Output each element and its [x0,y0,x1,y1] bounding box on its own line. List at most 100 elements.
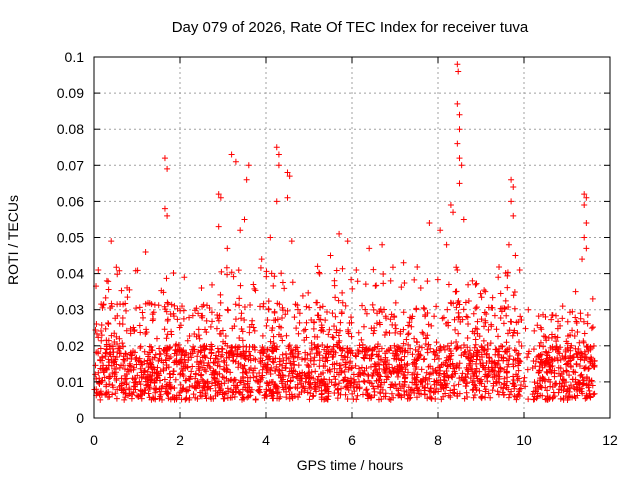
data-point [225,307,232,314]
data-point [201,346,208,353]
data-point [420,356,427,363]
data-point [118,362,125,369]
data-point [455,330,462,337]
data-point [330,343,337,350]
data-point [417,378,424,385]
data-point [462,348,469,355]
data-point [373,320,380,327]
data-point [303,319,310,326]
data-point [564,333,571,340]
data-point [236,344,243,351]
data-point [106,381,113,388]
data-point [562,348,569,355]
data-point [298,356,305,363]
data-point [181,274,188,281]
data-point [190,343,197,350]
data-point [382,313,389,320]
data-point [411,335,418,342]
data-point [224,385,231,392]
data-point [310,392,317,399]
data-point [463,389,470,396]
data-point [250,324,257,331]
data-point [472,382,479,389]
data-point [534,322,541,329]
data-point [388,311,395,318]
data-point [163,352,170,359]
data-point [128,352,135,359]
data-point [374,343,381,350]
data-point [272,367,279,374]
data-point [506,353,513,360]
data-point [560,368,567,375]
data-point [144,299,151,306]
data-point [478,294,485,301]
data-point [237,282,244,289]
data-point [119,340,126,347]
data-point [473,365,480,372]
data-point [170,368,177,375]
data-point [339,299,346,306]
data-point [332,349,339,356]
data-point [216,370,223,377]
data-point [121,396,128,403]
data-point [275,151,282,158]
data-point [584,312,591,319]
data-point [163,335,170,342]
data-point [339,289,346,296]
data-point [407,394,414,401]
data-point [171,302,178,309]
data-point [192,394,199,401]
data-point [376,319,383,326]
data-point [143,326,150,333]
data-point [525,306,532,313]
data-point [576,339,583,346]
data-point [331,373,338,380]
data-point [278,270,285,277]
data-point [580,318,587,325]
data-point [562,354,569,361]
data-point [450,209,457,216]
data-point [165,300,172,307]
data-point [201,326,208,333]
data-point [138,395,145,402]
data-point [302,349,309,356]
data-point [107,304,114,311]
data-point [276,301,283,308]
data-point [371,344,378,351]
data-point [413,338,420,345]
data-point [306,304,313,311]
data-point [203,329,210,336]
data-point [318,391,325,398]
data-point [458,352,465,359]
data-point [239,337,246,344]
data-point [542,333,549,340]
data-point [409,351,416,358]
data-point [120,343,127,350]
data-point [589,324,596,331]
data-point [577,315,584,322]
data-point [424,278,431,285]
data-point [322,317,329,324]
data-point [237,390,244,397]
data-point [167,353,174,360]
data-point [207,365,214,372]
data-point [564,318,571,325]
data-point [354,278,361,285]
data-point [253,373,260,380]
data-point [495,391,502,398]
data-point [587,343,594,350]
data-point [464,314,471,321]
data-point [430,348,437,355]
data-point [392,381,399,388]
data-point [178,396,185,403]
data-point [164,299,171,306]
data-point [335,339,342,346]
x-tick-label: 10 [516,432,532,448]
data-point [257,303,263,310]
data-point [108,362,115,369]
data-point [567,382,574,389]
data-point [150,316,157,323]
data-point [284,169,291,176]
data-point [325,351,332,358]
data-point [112,369,119,376]
